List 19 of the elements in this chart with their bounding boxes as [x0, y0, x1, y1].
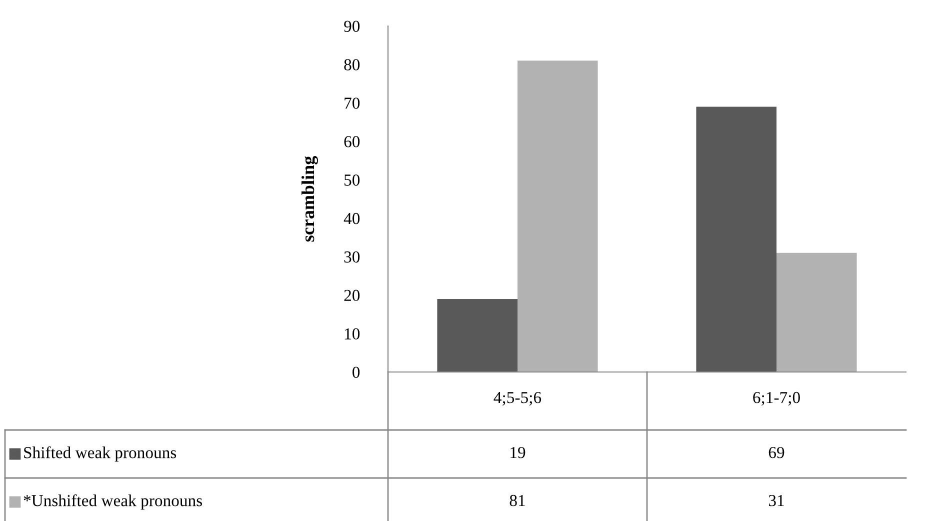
- legend-label: Shifted weak pronouns: [24, 446, 176, 462]
- y-tick-label: 90: [344, 20, 360, 32]
- x-tick-label: 4;5-5;6: [494, 392, 542, 406]
- y-tick-label: 70: [344, 98, 360, 109]
- y-tick-label: 30: [344, 251, 360, 263]
- y-tick-label: 40: [344, 212, 360, 224]
- legend-label: *Unshifted weak pronouns: [24, 494, 202, 510]
- data-label: 19: [510, 446, 526, 458]
- y-tick-label: 50: [344, 174, 360, 186]
- y-axis-title: scrambling: [301, 156, 318, 242]
- data-label: 31: [768, 494, 784, 506]
- data-label: 81: [510, 494, 525, 506]
- y-tick-label: 80: [344, 59, 360, 70]
- data-label: 69: [768, 446, 784, 458]
- y-tick-label: 10: [345, 328, 360, 340]
- y-tick-label: 0: [352, 366, 360, 378]
- y-tick-label: 60: [344, 136, 360, 148]
- y-tick-label: 20: [344, 290, 360, 302]
- x-tick-label: 6;1-7;0: [753, 392, 800, 406]
